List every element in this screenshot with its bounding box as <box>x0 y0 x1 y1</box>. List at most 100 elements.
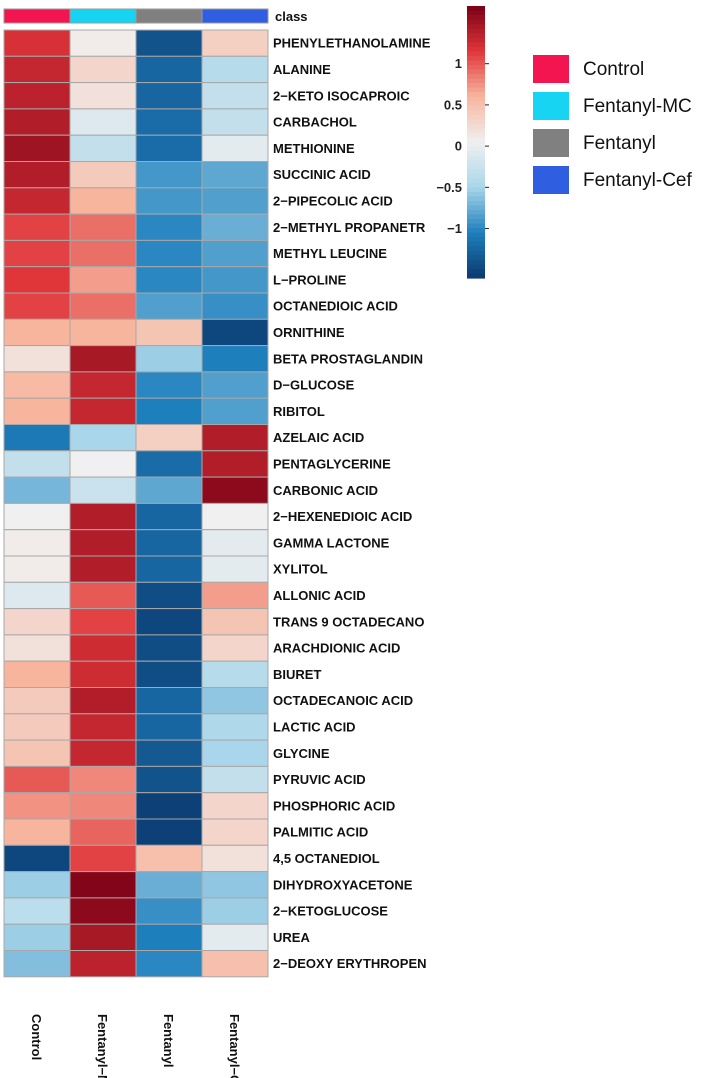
heatmap-cell <box>201 239 269 268</box>
colorbar-segment <box>467 64 485 71</box>
heatmap-cell <box>201 608 269 636</box>
colorbar-segment <box>467 268 485 275</box>
heatmap-cell <box>69 108 137 136</box>
row-label: 2−KETOGLUCOSE <box>273 904 388 919</box>
colorbar-segment <box>467 255 485 261</box>
row-label: 2−KETO ISOCAPROIC <box>273 88 410 103</box>
colorbar-segment <box>467 137 485 143</box>
heatmap-grid <box>3 29 269 978</box>
heatmap-cell <box>135 266 203 294</box>
heatmap-cell <box>201 555 269 583</box>
heatmap-cell <box>3 529 71 557</box>
heatmap-cell <box>3 345 71 373</box>
heatmap-cell <box>3 55 71 84</box>
heatmap-cell <box>69 345 137 373</box>
row-label: ORNITHINE <box>273 325 345 340</box>
heatmap-cell <box>135 555 203 583</box>
row-labels: PHENYLETHANOLAMINE ALANINE 2−KETO ISOCAPRO… <box>273 36 431 972</box>
colorbar-segment <box>467 223 485 229</box>
colorbar-tick-label: −1 <box>447 221 462 236</box>
colorbar-segment <box>467 10 485 16</box>
row-label: LACTIC ACID <box>273 719 356 734</box>
heatmap-cell <box>69 897 137 925</box>
row-label: UREA <box>273 930 310 945</box>
heatmap-cell <box>201 792 269 820</box>
colorbar-segment <box>467 241 485 247</box>
heatmap-cell <box>135 29 203 57</box>
legend-label: Fentanyl <box>583 133 656 154</box>
heatmap-cell <box>3 134 71 162</box>
colorbar-segment <box>467 200 485 207</box>
heatmap-cell <box>201 581 269 610</box>
heatmap-cell <box>135 608 203 636</box>
row-label: DIHYDROXYACETONE <box>273 877 413 892</box>
row-label: PYRUVIC ACID <box>273 772 366 787</box>
heatmap-cell <box>135 161 203 189</box>
row-label: CARBONIC ACID <box>273 483 378 498</box>
colorbar-tick-label: 0.5 <box>444 97 462 112</box>
row-label: GAMMA LACTONE <box>273 535 390 550</box>
colorbar-segment <box>467 151 485 157</box>
heatmap-cell <box>135 450 203 478</box>
heatmap-cell <box>69 634 137 662</box>
colorbar-segment <box>467 237 485 243</box>
colorbar-segment <box>467 264 485 270</box>
row-label: ALLONIC ACID <box>273 588 366 603</box>
colorbar-segment <box>467 210 485 216</box>
heatmap-cell <box>69 739 137 767</box>
heatmap-cell <box>201 318 269 347</box>
column-label: Fentanyl−MC <box>95 1014 110 1078</box>
colorbar-segment <box>467 128 485 134</box>
colorbar-segment <box>467 228 485 234</box>
heatmap-cell <box>201 765 269 794</box>
heatmap-cell <box>135 897 203 925</box>
legend-label: Control <box>583 59 644 80</box>
heatmap-cell <box>3 108 71 136</box>
heatmap-cell <box>201 476 269 504</box>
heatmap-cell <box>201 713 269 741</box>
heatmap-cell <box>3 161 71 189</box>
colorbar-segment <box>467 87 485 93</box>
colorbar-segment <box>467 74 485 80</box>
heatmap-cell <box>201 108 269 136</box>
heatmap-cell <box>3 765 71 794</box>
colorbar-segment <box>467 182 485 188</box>
heatmap-cell <box>135 502 203 531</box>
heatmap-cell <box>3 660 71 689</box>
column-labels: Control Fentanyl−MC Fentanyl Fentanyl−Cef <box>29 1014 242 1078</box>
heatmap-cell <box>69 187 137 215</box>
colorbar-segment <box>467 173 485 179</box>
heatmap-cell <box>201 923 269 952</box>
colorbar-tick-label: 1 <box>455 56 462 71</box>
colorbar-segment <box>467 101 485 107</box>
heatmap-cell <box>135 371 203 399</box>
colorbar-tick-label: −0.5 <box>436 180 462 195</box>
heatmap-cell <box>201 292 269 320</box>
row-label: ALANINE <box>273 62 331 77</box>
heatmap-cell <box>201 687 269 715</box>
legend-swatch <box>533 55 569 83</box>
heatmap-cell <box>135 397 203 426</box>
heatmap-cell <box>201 397 269 426</box>
column-label: Fentanyl−Cef <box>227 1014 242 1078</box>
heatmap-cell <box>3 897 71 925</box>
heatmap-cell <box>201 502 269 531</box>
row-label: OCTADECANOIC ACID <box>273 693 413 708</box>
row-label: D−GLUCOSE <box>273 378 355 393</box>
row-label: PALMITIC ACID <box>273 825 368 840</box>
colorbar-segment <box>467 142 485 148</box>
heatmap-cell <box>69 687 137 715</box>
class-annotation-control <box>3 8 71 24</box>
heatmap-cell <box>135 55 203 84</box>
colorbar-segment <box>467 92 485 98</box>
colorbar-segment <box>467 78 485 84</box>
heatmap-cell <box>201 450 269 478</box>
heatmap-cell <box>69 292 137 320</box>
colorbar-segment <box>467 187 485 193</box>
heatmap-cell <box>3 739 71 767</box>
heatmap-cell <box>135 739 203 767</box>
row-label: BIURET <box>273 667 321 682</box>
class-annotation-fentanyl-cef <box>201 8 269 24</box>
heatmap-cell <box>69 581 137 610</box>
heatmap-cell <box>201 161 269 189</box>
